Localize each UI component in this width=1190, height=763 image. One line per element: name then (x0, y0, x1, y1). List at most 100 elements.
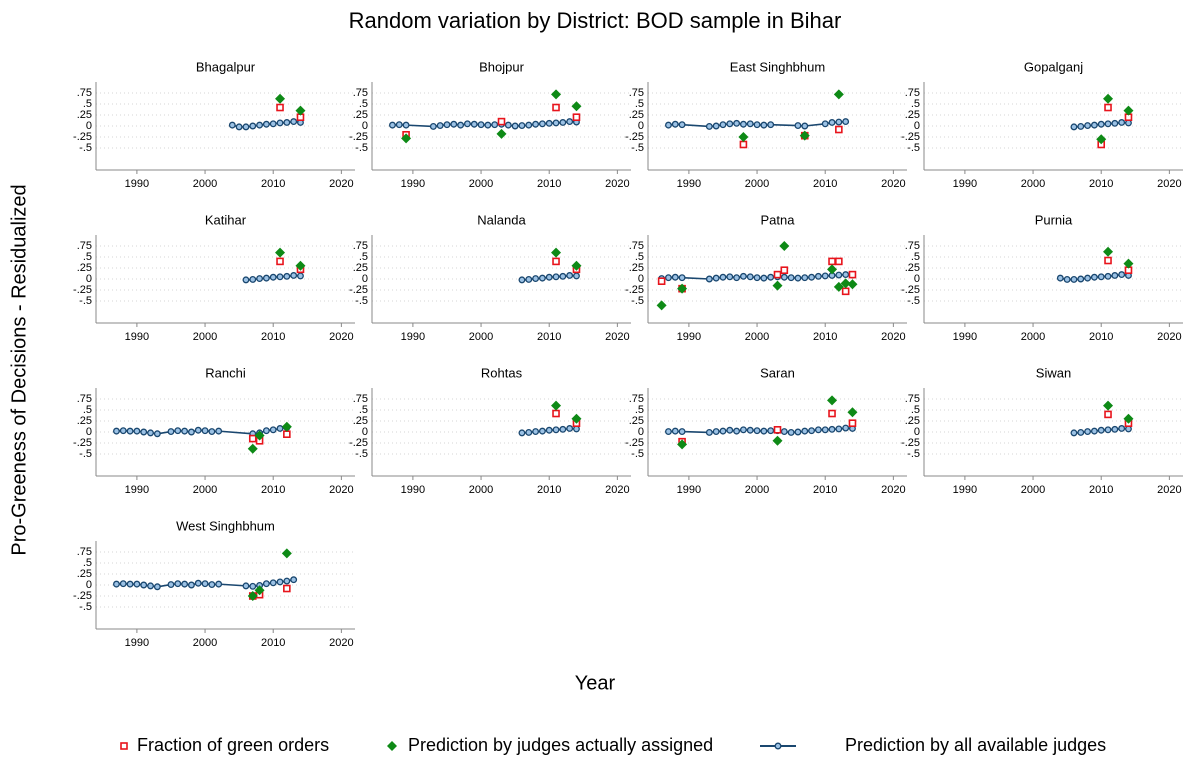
y-tick-label: .25 (629, 262, 644, 274)
y-tick-label: -.25 (901, 284, 920, 296)
data-point-circle (443, 121, 451, 129)
y-tick-label: .5 (83, 98, 92, 110)
data-point-circle (1056, 274, 1064, 282)
x-tick-label: 2010 (813, 178, 837, 190)
x-tick-label: 2000 (469, 484, 493, 496)
y-tick-label: -.5 (631, 448, 644, 460)
data-point-circle (801, 274, 809, 282)
x-tick-label: 2010 (261, 637, 285, 649)
x-tick-label: 1990 (401, 331, 425, 343)
data-point-circle (664, 274, 672, 282)
data-point-circle (733, 119, 741, 127)
data-point-circle (552, 426, 560, 434)
data-point-circle (559, 425, 567, 433)
data-point-circle (201, 427, 209, 435)
data-point-circle (767, 427, 775, 435)
data-point-circle (705, 122, 713, 130)
x-tick-label: 1990 (125, 331, 149, 343)
data-point-circle (1077, 428, 1085, 436)
data-point-circle (842, 424, 850, 432)
y-tick-label: -.25 (73, 284, 92, 296)
data-point-diamond (772, 280, 783, 291)
data-point-circle (760, 427, 768, 435)
x-tick-label: 2000 (745, 331, 769, 343)
data-point-circle (457, 121, 465, 129)
data-point-circle (794, 122, 802, 130)
data-point-circle (671, 273, 679, 281)
data-point-circle (746, 120, 754, 128)
x-tick-label: 2000 (745, 178, 769, 190)
data-point-circle (538, 274, 546, 282)
data-point-diamond (1123, 258, 1134, 269)
x-tick-label: 2010 (537, 484, 561, 496)
panel-title: Rohtas (481, 365, 523, 380)
x-tick-label: 1990 (677, 331, 701, 343)
x-tick-label: 1990 (125, 484, 149, 496)
data-point-circle (1097, 273, 1105, 281)
data-point-circle (1097, 120, 1105, 128)
data-point-circle (1097, 426, 1105, 434)
data-point-diamond (571, 101, 582, 112)
x-tick-label: 2020 (329, 178, 353, 190)
y-tick-label: -.25 (901, 437, 920, 449)
data-point-circle (538, 120, 546, 128)
data-point-circle (664, 121, 672, 129)
data-point-square (497, 117, 506, 126)
y-tick-label: 0 (638, 273, 644, 285)
data-point-circle (566, 425, 574, 432)
data-point-circle (1111, 272, 1119, 279)
data-point-circle (242, 123, 250, 131)
data-point-diamond (799, 130, 810, 141)
data-point-circle (167, 581, 175, 589)
data-point-square (828, 257, 836, 266)
data-point-diamond (1123, 413, 1134, 424)
data-point-circle (726, 273, 734, 281)
data-point-diamond (833, 281, 844, 292)
panel-title: East Singhbhum (730, 59, 825, 74)
y-tick-label: 0 (86, 579, 92, 591)
data-point-circle (808, 427, 816, 435)
data-point-circle (388, 121, 396, 129)
y-tick-label: .25 (353, 415, 368, 427)
y-tick-label: .25 (353, 262, 368, 274)
data-point-square (780, 266, 789, 275)
data-point-circle (1063, 275, 1071, 283)
data-point-circle (538, 427, 546, 435)
data-point-circle (678, 274, 686, 282)
data-point-circle (249, 122, 257, 130)
data-point-circle (119, 427, 127, 435)
data-point-circle (705, 275, 713, 283)
data-point-diamond (779, 241, 790, 251)
data-point-circle (283, 577, 291, 585)
data-point-circle (1104, 272, 1112, 280)
data-point-circle (1090, 273, 1098, 281)
data-point-circle (174, 580, 182, 588)
data-point-circle (566, 118, 574, 126)
y-tick-label: 0 (914, 273, 920, 285)
y-tick-label: .75 (629, 393, 644, 405)
data-point-diamond (254, 430, 265, 441)
data-point-circle (119, 580, 127, 588)
panel-title: Bhagalpur (196, 59, 256, 74)
data-point-square (276, 103, 284, 112)
data-point-diamond (551, 247, 562, 258)
data-point-circle (181, 427, 189, 435)
y-tick-label: .75 (353, 240, 368, 252)
data-point-circle (215, 580, 223, 588)
data-point-circle (518, 122, 526, 130)
data-point-circle (463, 120, 471, 128)
y-tick-label: -.5 (79, 448, 92, 460)
data-point-circle (821, 426, 829, 434)
data-point-circle (262, 274, 270, 282)
x-tick-label: 2000 (745, 484, 769, 496)
data-point-circle (249, 582, 257, 590)
y-tick-label: -.25 (625, 284, 644, 296)
x-tick-label: 2000 (1021, 484, 1045, 496)
data-point-circle (719, 273, 727, 281)
x-tick-label: 2010 (537, 331, 561, 343)
x-tick-label: 2010 (261, 484, 285, 496)
data-point-circle (470, 120, 478, 128)
data-point-circle (140, 428, 148, 436)
data-point-circle (395, 121, 403, 129)
